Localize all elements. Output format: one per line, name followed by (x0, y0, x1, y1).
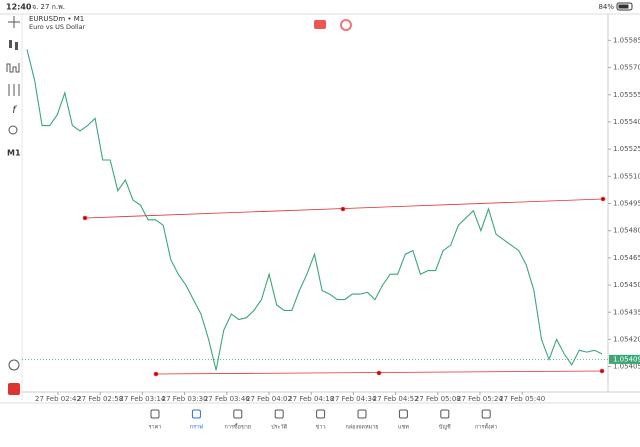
y-tick-label: 1.05405 (613, 363, 640, 371)
trendline-point (600, 196, 606, 202)
y-tick-label: 1.05585 (613, 36, 640, 44)
y-tick-label: 1.05465 (613, 254, 640, 262)
nav-icon[interactable] (233, 409, 243, 419)
nav-icon[interactable] (150, 409, 160, 419)
nav-label[interactable]: ข่าว (316, 425, 326, 431)
x-tick-label: 27 Feb 05:24 (457, 395, 503, 403)
status-battery: 84% (598, 3, 614, 11)
nav-label[interactable]: การตั้งค่า (475, 423, 497, 431)
battery-icon (616, 2, 633, 11)
y-tick-label: 1.05450 (613, 281, 640, 289)
y-tick-label: 1.05540 (613, 118, 640, 126)
status-time: 12:40 (6, 3, 32, 12)
battery-level (618, 4, 629, 9)
y-tick-label: 1.05495 (613, 200, 640, 208)
nav-icon[interactable] (440, 409, 450, 419)
nav-label[interactable]: กราฟ (190, 424, 203, 431)
x-tick-label: 27 Feb 05:40 (499, 395, 545, 403)
x-tick-label: 27 Feb 03:14 (119, 395, 165, 403)
price-line (26, 49, 603, 371)
nav-icon[interactable] (357, 409, 367, 419)
nav-icon[interactable] (481, 409, 491, 419)
crosshair-tool[interactable] (8, 16, 20, 28)
y-tick-label: 1.05435 (613, 308, 640, 316)
chart-type-tool[interactable] (9, 40, 12, 48)
nav-icon[interactable] (191, 409, 201, 419)
y-tick-label: 1.05570 (613, 64, 640, 72)
symbol-description: Euro vs US Dollar (29, 23, 86, 31)
current-price-box (609, 354, 640, 364)
nav-icon[interactable] (274, 409, 284, 419)
x-tick-label: 27 Feb 04:34 (330, 395, 376, 403)
app-icon[interactable] (8, 383, 20, 395)
indicator-tool[interactable] (6, 63, 20, 73)
chart-type-tool-2 (15, 42, 18, 50)
trade-button[interactable] (314, 20, 326, 29)
x-tick-label: 27 Feb 04:18 (288, 395, 334, 403)
x-tick-label: 27 Feb 03:46 (204, 395, 250, 403)
x-tick-label: 27 Feb 05:08 (415, 395, 461, 403)
y-tick-label: 1.05420 (613, 335, 640, 343)
nav-label[interactable]: การซื้อขาย (225, 423, 251, 431)
y-tick-label: 1.05555 (613, 91, 640, 99)
x-tick-label: 27 Feb 02:58 (77, 395, 123, 403)
symbol: EURUSDm • M1 (29, 15, 84, 23)
timeframe[interactable]: M1 (7, 149, 21, 158)
nav-label[interactable]: ประวัติ (271, 424, 287, 431)
x-tick-label: 27 Feb 04:02 (246, 395, 292, 403)
y-tick-label: 1.05525 (613, 145, 640, 153)
y-tick-label: 1.05510 (613, 172, 640, 180)
y-tick-label: 1.05480 (613, 227, 640, 235)
trendlines (82, 196, 606, 377)
left-toolbar: f (6, 16, 20, 135)
alert-tool[interactable] (8, 359, 20, 371)
oneclick-button[interactable] (340, 19, 352, 31)
nav-icon[interactable] (316, 409, 326, 419)
objects-tool[interactable] (8, 125, 18, 135)
x-tick-label: 27 Feb 04:52 (373, 395, 419, 403)
x-tick-label: 27 Feb 02:42 (35, 395, 81, 403)
current-price-label: 1.05409 (613, 355, 640, 363)
nav-label[interactable]: แชท (398, 424, 409, 431)
trendline-point (82, 215, 88, 221)
nav-label[interactable]: ราคา (149, 425, 162, 431)
x-tick-label: 27 Feb 03:30 (162, 395, 208, 403)
trendline-point (599, 368, 605, 374)
trendline-point (340, 206, 346, 212)
settings-tool[interactable] (8, 84, 20, 96)
status-date: จ. 27 ก.พ. (32, 3, 65, 11)
nav-label[interactable]: บัญชี (439, 424, 451, 431)
trendline-point (153, 371, 159, 377)
function-tool[interactable]: f (12, 105, 17, 116)
nav-icon[interactable] (398, 409, 408, 419)
nav-label[interactable]: กล่องจดหมาย (345, 425, 378, 431)
trendline-point (376, 370, 382, 376)
